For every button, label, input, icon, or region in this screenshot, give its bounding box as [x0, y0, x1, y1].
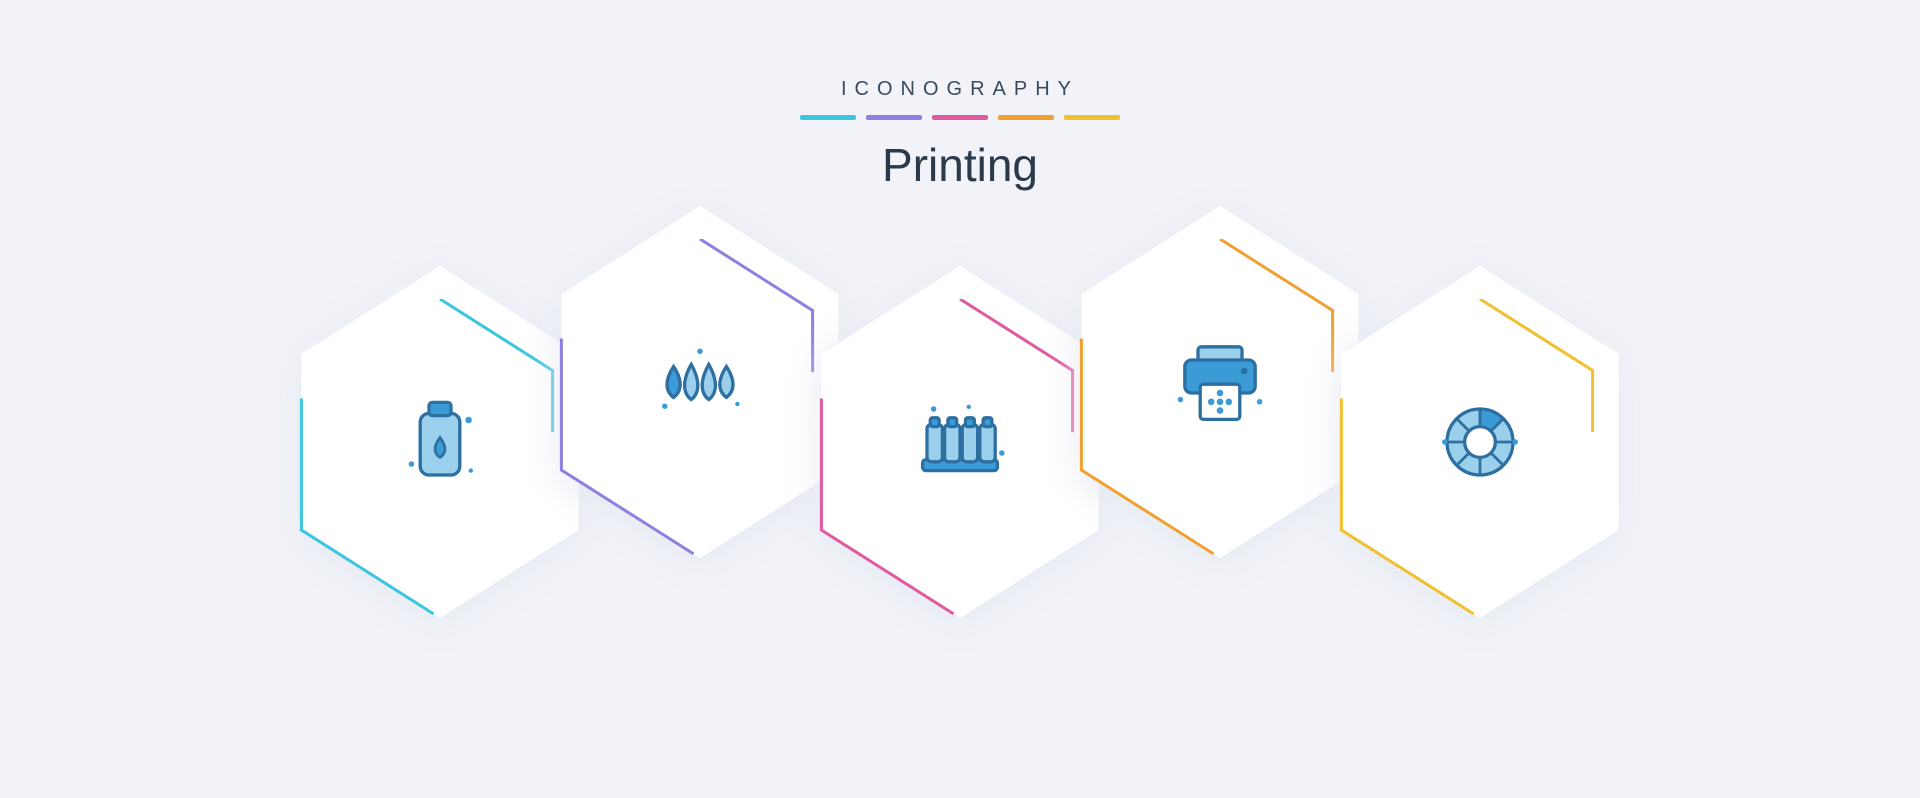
printer-icon: [1165, 327, 1275, 437]
brand-stripes: [800, 115, 1120, 120]
ink-drops-icon: [645, 327, 755, 437]
brand-label: ICONOGRAPHY: [841, 78, 1079, 101]
color-wheel-icon: [1425, 387, 1535, 497]
ink-bottle-icon: [385, 387, 495, 497]
icon-row: [110, 252, 1810, 632]
stripe-4: [998, 115, 1054, 120]
collection-title: Printing: [882, 138, 1038, 192]
ink-cartridges-icon: [905, 387, 1015, 497]
stripe-1: [800, 115, 856, 120]
hex-color-wheel: [1310, 252, 1650, 632]
stripe-5: [1064, 115, 1120, 120]
stripe-3: [932, 115, 988, 120]
stripe-2: [866, 115, 922, 120]
